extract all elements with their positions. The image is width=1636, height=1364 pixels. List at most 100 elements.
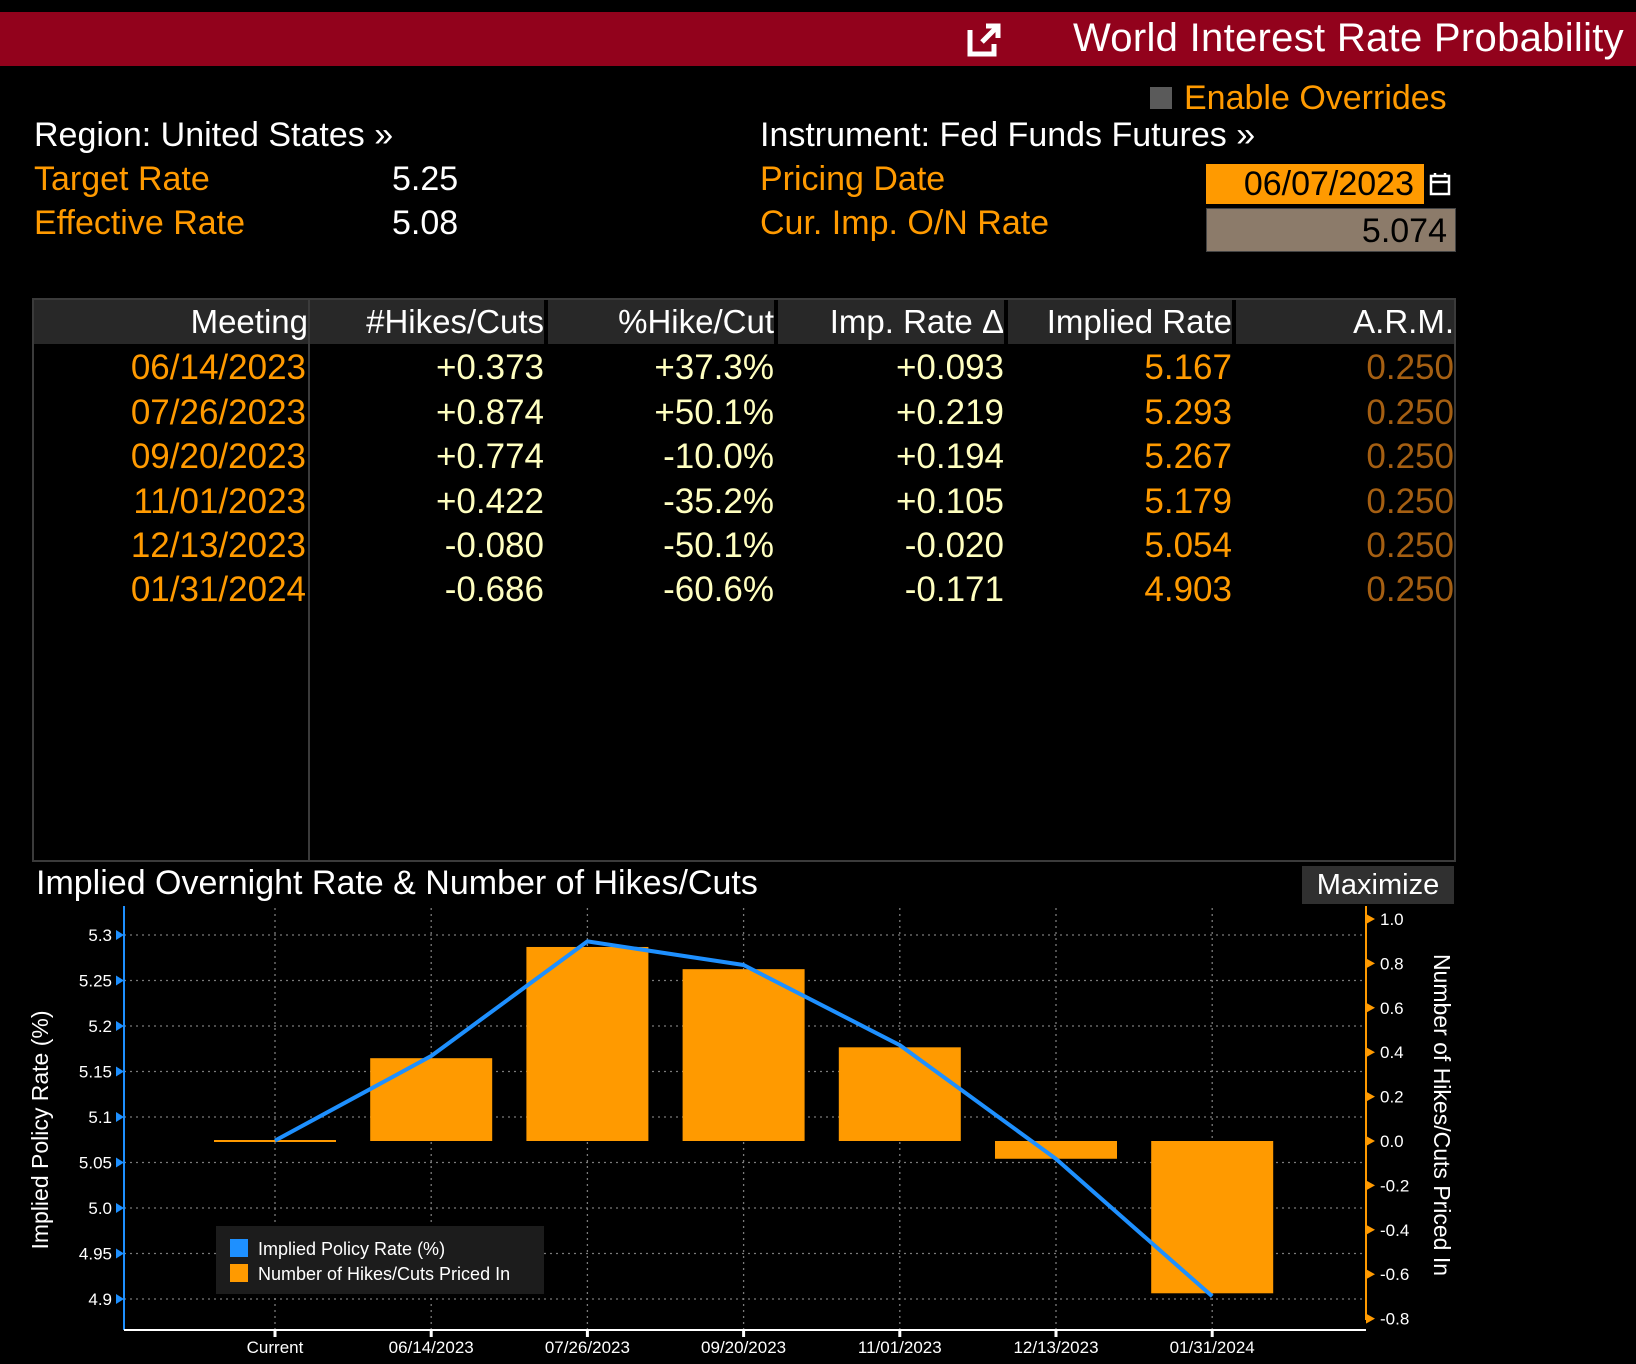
right-axis-title: Number of Hikes/Cuts Priced In: [1429, 954, 1455, 1276]
right-tick-label: 0.8: [1380, 954, 1404, 973]
cell-pct-hike-cut: +50.1%: [654, 393, 774, 432]
legend-label-bar: Number of Hikes/Cuts Priced In: [258, 1264, 510, 1284]
left-axis-tick: [116, 1248, 124, 1259]
left-tick-label: 5.3: [88, 926, 112, 945]
header-hikes-cuts[interactable]: #Hikes/Cuts: [310, 300, 544, 344]
right-axis-tick: [1366, 1091, 1375, 1102]
cell-imp-rate-delta: +0.093: [895, 348, 1004, 387]
region-selector[interactable]: Region: United States »: [34, 116, 394, 154]
cell-arm: 0.250: [1366, 437, 1454, 476]
maximize-button[interactable]: Maximize: [1302, 866, 1454, 904]
x-tick-label: 11/01/2023: [858, 1338, 942, 1357]
legend-box: [216, 1226, 544, 1294]
left-axis-tick: [116, 1294, 124, 1304]
header-meeting[interactable]: Meeting: [34, 300, 308, 344]
title-bar: World Interest Rate Probability: [0, 0, 1636, 66]
enable-overrides-toggle[interactable]: Enable Overrides: [1150, 78, 1447, 118]
table-row[interactable]: 06/14/2023 +0.373 +37.3% +0.093 5.167 0.…: [34, 346, 1454, 390]
right-axis-tick: [1366, 1136, 1375, 1146]
cell-arm: 0.250: [1366, 570, 1454, 609]
legend-label-line: Implied Policy Rate (%): [258, 1239, 445, 1259]
right-axis-tick: [1366, 1047, 1375, 1058]
table-row[interactable]: 07/26/2023 +0.874 +50.1% +0.219 5.293 0.…: [34, 391, 1454, 435]
right-tick-label: 1.0: [1380, 910, 1404, 929]
bar-hikes-cuts: [370, 1058, 493, 1141]
cur-imp-rate-field[interactable]: 5.074: [1206, 208, 1456, 252]
header-implied-rate[interactable]: Implied Rate: [1008, 300, 1232, 344]
right-tick-label: 0.4: [1380, 1043, 1404, 1062]
table-row[interactable]: 12/13/2023 -0.080 -50.1% -0.020 5.054 0.…: [34, 524, 1454, 568]
x-tick-label: 09/20/2023: [701, 1338, 786, 1357]
legend-swatch-line: [230, 1239, 248, 1257]
target-rate-value: 5.25: [392, 160, 459, 198]
effective-rate-label: Effective Rate: [34, 204, 246, 242]
cell-pct-hike-cut: -35.2%: [663, 482, 774, 521]
header-pct-hike-cut[interactable]: %Hike/Cut: [548, 300, 774, 344]
cell-implied-rate: 4.903: [1144, 570, 1232, 609]
cell-arm: 0.250: [1366, 393, 1454, 432]
cell-implied-rate: 5.179: [1144, 482, 1232, 521]
left-tick-label: 5.1: [88, 1108, 112, 1127]
target-rate-label: Target Rate: [34, 160, 210, 198]
enable-overrides-label: Enable Overrides: [1184, 78, 1447, 117]
cell-pct-hike-cut: -50.1%: [663, 526, 774, 565]
header-separator: [774, 300, 778, 344]
right-tick-label: -0.4: [1380, 1221, 1409, 1240]
table-column-divider: [308, 300, 310, 862]
left-tick-label: 5.25: [79, 972, 112, 991]
cell-implied-rate: 5.054: [1144, 526, 1232, 565]
x-tick-label: 01/31/2024: [1170, 1338, 1255, 1357]
chart-title: Implied Overnight Rate & Number of Hikes…: [36, 864, 758, 902]
bar-hikes-cuts: [1151, 1141, 1274, 1294]
cell-hikes-cuts: +0.373: [435, 348, 544, 387]
x-tick-label: 12/13/2023: [1013, 1338, 1098, 1357]
cell-hikes-cuts: -0.686: [444, 570, 544, 609]
left-axis-tick: [116, 975, 124, 986]
table-row[interactable]: 01/31/2024 -0.686 -60.6% -0.171 4.903 0.…: [34, 568, 1454, 612]
right-axis-tick: [1366, 1269, 1375, 1280]
cell-hikes-cuts: +0.422: [435, 482, 544, 521]
effective-rate-value: 5.08: [392, 204, 459, 242]
cell-meeting: 09/20/2023: [130, 437, 306, 476]
right-axis-tick: [1366, 1313, 1375, 1324]
left-axis-tick: [116, 1112, 124, 1122]
cell-imp-rate-delta: +0.105: [895, 482, 1004, 521]
cell-hikes-cuts: +0.774: [435, 437, 544, 476]
calendar-icon[interactable]: [1424, 164, 1456, 204]
header-separator: [1232, 300, 1236, 344]
x-tick-label: 06/14/2023: [389, 1338, 474, 1357]
table-row[interactable]: 09/20/2023 +0.774 -10.0% +0.194 5.267 0.…: [34, 435, 1454, 479]
header-separator: [1004, 300, 1008, 344]
cell-meeting: 11/01/2023: [133, 482, 306, 521]
cell-arm: 0.250: [1366, 482, 1454, 521]
header-arm[interactable]: A.R.M.: [1236, 300, 1454, 344]
table-header: Meeting #Hikes/Cuts %Hike/Cut Imp. Rate …: [34, 300, 1454, 344]
right-axis-tick: [1366, 1224, 1375, 1235]
bar-hikes-cuts: [214, 1140, 336, 1142]
table-row[interactable]: 11/01/2023 +0.422 -35.2% +0.105 5.179 0.…: [34, 480, 1454, 524]
pricing-date-input[interactable]: 06/07/2023: [1206, 164, 1424, 204]
bar-hikes-cuts: [526, 946, 649, 1141]
left-tick-label: 5.05: [79, 1154, 112, 1173]
right-axis-tick: [1366, 958, 1375, 969]
right-tick-label: -0.2: [1380, 1176, 1409, 1195]
cell-implied-rate: 5.167: [1144, 348, 1232, 387]
cell-meeting: 06/14/2023: [130, 348, 306, 387]
right-axis-tick: [1366, 1180, 1375, 1191]
right-tick-label: 0.2: [1380, 1088, 1404, 1107]
right-tick-label: 0.0: [1380, 1132, 1404, 1151]
left-tick-label: 5.15: [79, 1063, 112, 1082]
bar-hikes-cuts: [682, 969, 805, 1141]
left-axis-tick: [116, 1066, 124, 1077]
title-bar-background: [0, 12, 1636, 66]
external-link-icon[interactable]: [964, 20, 1004, 60]
instrument-selector[interactable]: Instrument: Fed Funds Futures »: [760, 116, 1256, 154]
cell-pct-hike-cut: +37.3%: [654, 348, 774, 387]
bar-hikes-cuts: [838, 1047, 961, 1141]
left-axis-tick: [116, 930, 124, 940]
header-imp-rate-delta[interactable]: Imp. Rate Δ: [778, 300, 1004, 344]
cell-hikes-cuts: -0.080: [444, 526, 544, 565]
left-tick-label: 4.9: [88, 1290, 112, 1309]
left-axis-tick: [116, 1157, 124, 1168]
checkbox-icon[interactable]: [1150, 87, 1172, 109]
